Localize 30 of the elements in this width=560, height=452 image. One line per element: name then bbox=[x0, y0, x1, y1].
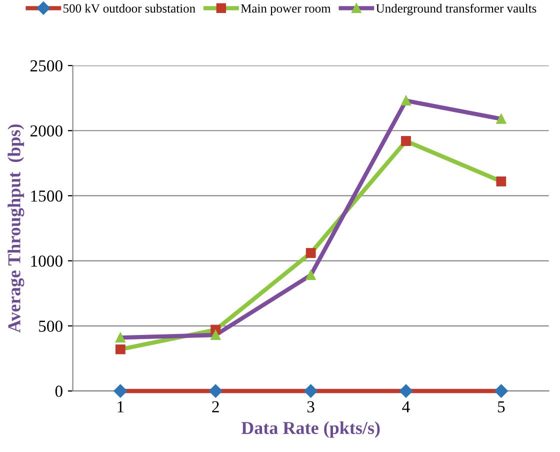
point bbox=[114, 384, 127, 398]
x-tick-label: 4 bbox=[402, 401, 410, 412]
x-tick-label: 2 bbox=[212, 401, 219, 412]
point bbox=[304, 384, 318, 398]
point bbox=[209, 384, 222, 398]
y-tick-label: 0 bbox=[55, 386, 62, 397]
y-tick-label: 1000 bbox=[31, 256, 62, 267]
y-axis-title: Average Throughput (bps) bbox=[8, 124, 24, 333]
y-tick-label: 2000 bbox=[30, 125, 62, 137]
y-tick-label: 500 bbox=[39, 320, 62, 332]
y-tick-label: 1500 bbox=[31, 190, 62, 202]
legend-label: Main power room bbox=[240, 4, 331, 16]
point bbox=[306, 248, 316, 258]
point bbox=[401, 136, 411, 146]
point bbox=[306, 270, 316, 280]
legend-label: 500 kV outdoor substation bbox=[64, 4, 196, 13]
point bbox=[494, 384, 508, 398]
legend-label: Underground transformer vaults bbox=[376, 4, 536, 16]
y-tick-label: 2500 bbox=[30, 60, 62, 72]
point bbox=[496, 176, 506, 186]
point bbox=[116, 344, 126, 354]
point bbox=[399, 384, 413, 398]
point bbox=[116, 332, 126, 342]
point bbox=[210, 330, 220, 340]
point bbox=[401, 96, 411, 106]
x-axis-title: Data Rate (pkts/s) bbox=[241, 421, 380, 438]
point bbox=[496, 114, 506, 124]
x-tick-label: 5 bbox=[498, 401, 505, 412]
x-tick-label: 1 bbox=[118, 401, 124, 412]
x-tick-label: 3 bbox=[307, 401, 314, 412]
